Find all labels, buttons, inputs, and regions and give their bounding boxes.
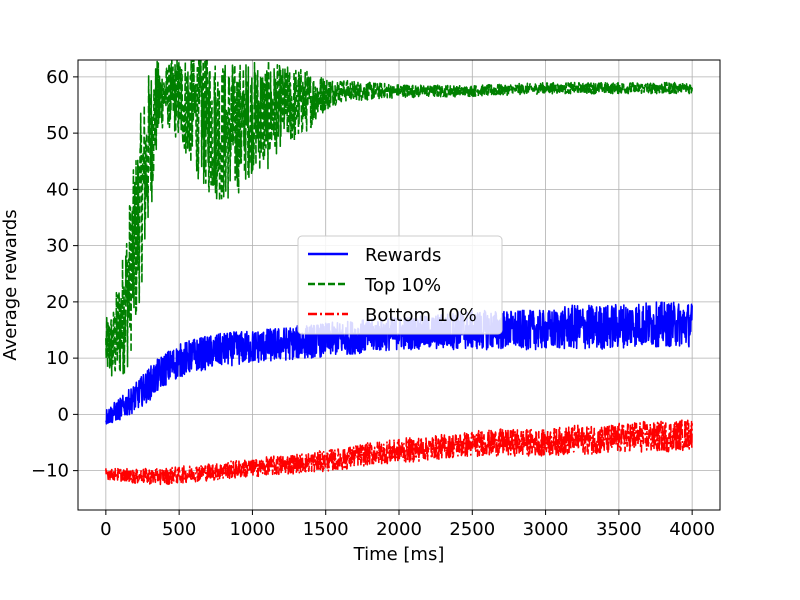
y-ticks: −10 0 10 20 30 40 50 60 bbox=[31, 67, 78, 482]
y-tick-label: −10 bbox=[31, 461, 69, 482]
series-layer bbox=[105, 60, 693, 486]
x-tick-label: 0 bbox=[100, 519, 111, 540]
series-line-top-10 bbox=[105, 60, 693, 377]
x-tick-label: 2000 bbox=[376, 519, 422, 540]
x-tick-label: 3000 bbox=[523, 519, 569, 540]
legend-box bbox=[297, 235, 503, 335]
y-tick-label: 40 bbox=[46, 179, 69, 200]
y-axis-label: Average rewards bbox=[0, 209, 21, 360]
legend-label: Bottom 10% bbox=[365, 305, 477, 326]
legend-label: Rewards bbox=[365, 245, 441, 266]
y-tick-label: 0 bbox=[58, 404, 69, 425]
x-tick-label: 2500 bbox=[449, 519, 495, 540]
x-tick-label: 500 bbox=[162, 519, 196, 540]
y-tick-label: 60 bbox=[46, 67, 69, 88]
x-tick-label: 1000 bbox=[230, 519, 276, 540]
y-tick-label: 50 bbox=[46, 123, 69, 144]
x-axis-label: Time [ms] bbox=[353, 544, 445, 565]
y-tick-label: 20 bbox=[46, 292, 69, 313]
x-ticks: 0 500 1000 1500 2000 2500 3000 3500 4000 bbox=[100, 510, 715, 540]
legend: Rewards Top 10% Bottom 10% bbox=[297, 235, 503, 335]
x-tick-label: 4000 bbox=[669, 519, 715, 540]
y-tick-label: 30 bbox=[46, 236, 69, 257]
x-tick-label: 1500 bbox=[303, 519, 349, 540]
series-line-rewards bbox=[105, 301, 693, 425]
legend-label: Top 10% bbox=[364, 275, 441, 296]
series-line-bottom-10 bbox=[105, 419, 693, 486]
x-tick-label: 3500 bbox=[596, 519, 642, 540]
y-tick-label: 10 bbox=[46, 348, 69, 369]
